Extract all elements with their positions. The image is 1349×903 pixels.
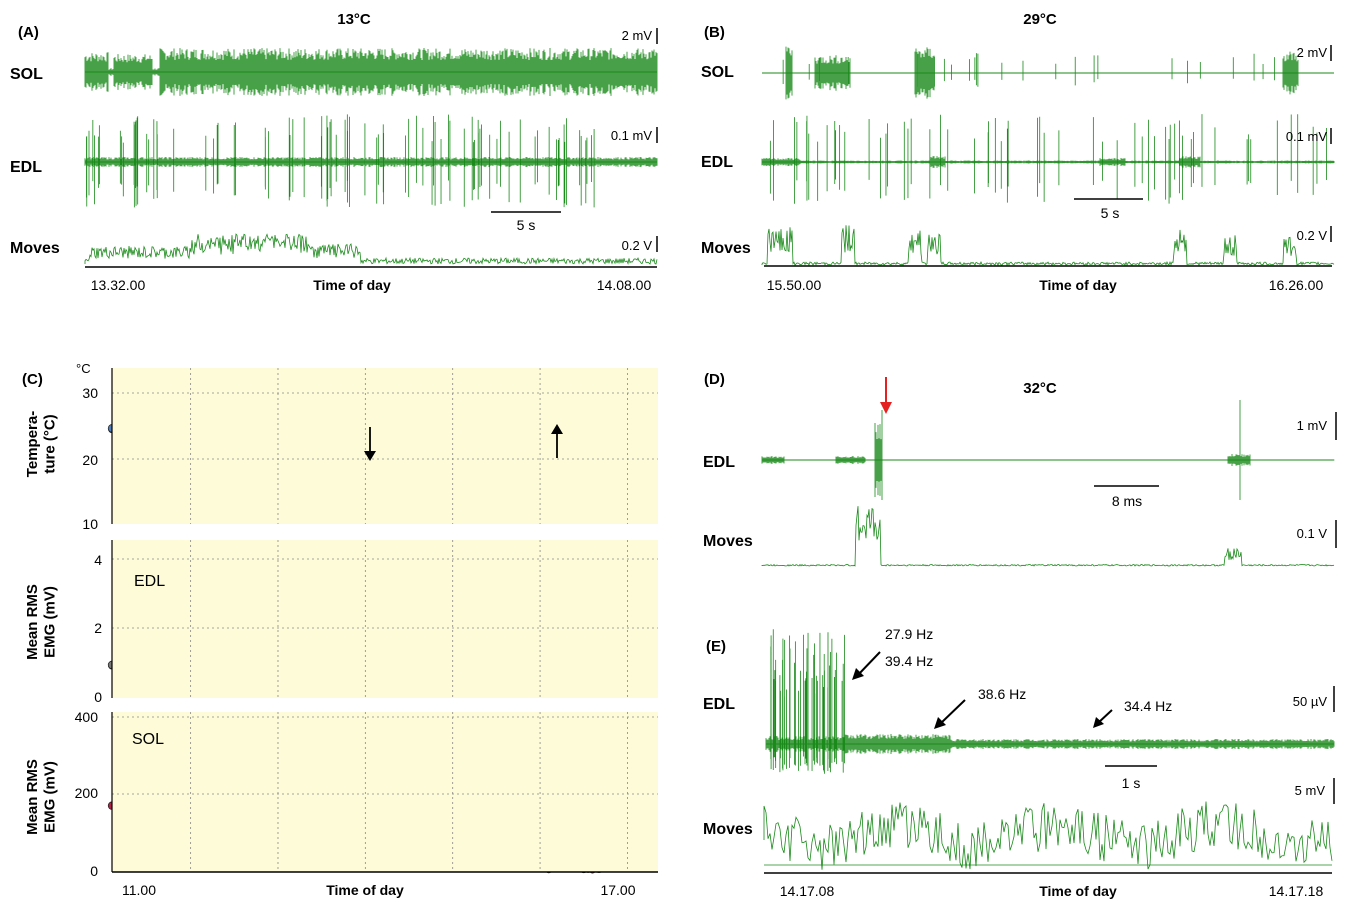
- panel-c-xlabel: Time of day: [326, 882, 404, 898]
- panel-e-freq-3: 38.6 Hz: [978, 686, 1026, 702]
- panel-c-bot-ylabel: Mean RMSEMG (mV): [24, 759, 58, 835]
- panel-c-mid-ytick-4: 4: [94, 552, 102, 568]
- panel-b-row-moves: Moves: [701, 240, 751, 257]
- panel-c-xend: 17.00: [600, 882, 635, 898]
- panel-c-top-ylabel: Tempera-ture (°C): [24, 411, 58, 477]
- panel-b-xlabel: Time of day: [1039, 277, 1117, 293]
- panel-a-scale-edl: 0.1 mV: [611, 128, 653, 143]
- panel-c-top-ytick-10: 10: [82, 516, 98, 532]
- panel-a-row-sol: SOL: [10, 66, 43, 83]
- panel-c-mid-series-label: EDL: [134, 573, 165, 590]
- panel-e-arrowhead-2: [934, 717, 946, 729]
- panel-e-freq-2: 39.4 Hz: [885, 653, 933, 669]
- panel-a-row-moves: Moves: [10, 240, 60, 257]
- panel-c-mid-ytick-2: 2: [94, 620, 102, 636]
- panel-b-trace-edl: [761, 114, 1335, 204]
- panel-a-xlabel: Time of day: [313, 277, 391, 293]
- panel-e-xlabel: Time of day: [1039, 883, 1117, 899]
- panel-c-down-arrowhead: [364, 451, 376, 461]
- panel-c-top-ytick-30: 30: [82, 385, 98, 401]
- panel-c-bot-bg: [112, 712, 658, 872]
- panel-d-row-moves: Moves: [703, 533, 753, 550]
- panel-e-arrowhead-1: [852, 668, 864, 680]
- panel-b-xend: 16.26.00: [1269, 277, 1324, 293]
- panel-d-scale-edl: 1 mV: [1297, 418, 1328, 433]
- panel-c-bot-ytick-0: 0: [90, 863, 98, 879]
- panel-d-trace-edl: [761, 400, 1335, 500]
- panel-d-timebar-label: 8 ms: [1112, 493, 1142, 509]
- panel-a-timebar-label: 5 s: [517, 217, 536, 233]
- panel-e-timebar-label: 1 s: [1122, 775, 1141, 791]
- panel-b-trace-moves: [761, 225, 1335, 266]
- panel-e-xstart: 14.17.08: [780, 883, 835, 899]
- panel-d-red-arrowhead: [880, 402, 892, 414]
- panel-e-xend: 14.17.18: [1269, 883, 1324, 899]
- panel-c-bot-ytick-200: 200: [75, 785, 99, 801]
- panel-b-scale-sol: 2 mV: [1297, 45, 1328, 60]
- panel-e-label: (E): [706, 638, 726, 655]
- panel-c-mid-bg: [112, 540, 658, 698]
- panel-a-label: (A): [18, 24, 39, 41]
- panel-d-label: (D): [704, 371, 725, 388]
- panel-a-xstart: 13.32.00: [91, 277, 146, 293]
- panel-e-scale-moves: 5 mV: [1295, 783, 1326, 798]
- panel-e-arrow-1: [856, 651, 881, 677]
- panel-a-row-edl: EDL: [10, 159, 42, 176]
- panel-c-top-ytick-20: 20: [82, 452, 98, 468]
- panel-c-grid: [112, 368, 658, 872]
- ylabel-line: ture (°C): [41, 414, 58, 473]
- panel-e-scale-edl: 50 µV: [1293, 694, 1328, 709]
- panel-a-xend: 14.08.00: [597, 277, 652, 293]
- panel-e-trace-edl: [765, 629, 1335, 774]
- panel-b-temp: 29°C: [1023, 11, 1057, 28]
- panel-c-top-unit: °C: [76, 361, 91, 376]
- panel-c-label: (C): [22, 371, 43, 388]
- panel-b-timebar-label: 5 s: [1101, 205, 1120, 221]
- panel-a-trace-edl: [84, 114, 658, 208]
- panel-c-up-arrowhead: [551, 424, 563, 434]
- panel-e-row-moves: Moves: [703, 821, 753, 838]
- panel-e-arrowhead-3: [1093, 717, 1104, 728]
- panel-d-trace-moves: [761, 506, 1335, 567]
- panel-b-scale-moves: 0.2 V: [1297, 228, 1328, 243]
- panel-c-mid-ytick-0: 0: [94, 689, 102, 705]
- panel-c-top-bg: [112, 368, 658, 524]
- panel-e-freq-4: 34.4 Hz: [1124, 698, 1172, 714]
- panel-b-row-sol: SOL: [701, 64, 734, 81]
- ylabel-line: Mean RMS: [24, 759, 41, 835]
- ylabel-line: Mean RMS: [24, 584, 41, 660]
- panel-b-xstart: 15.50.00: [767, 277, 822, 293]
- ylabel-line: EMG (mV): [41, 761, 58, 833]
- panel-c-bot-ytick-400: 400: [75, 709, 99, 725]
- panel-b-scale-edl: 0.1 mV: [1286, 129, 1328, 144]
- panel-e-arrow-2: [939, 699, 966, 725]
- panel-a-trace-moves: [84, 233, 658, 266]
- ylabel-line: Tempera-: [24, 411, 41, 477]
- panel-b-row-edl: EDL: [701, 154, 733, 171]
- ylabel-line: EMG (mV): [41, 586, 58, 658]
- trace-layer: [84, 46, 1335, 870]
- panel-d-temp: 32°C: [1023, 380, 1057, 397]
- panel-d-scale-moves: 0.1 V: [1297, 526, 1328, 541]
- panel-e-freq-1: 27.9 Hz: [885, 626, 933, 642]
- panel-c-xstart: 11.00: [122, 882, 156, 898]
- panel-a-scale-sol: 2 mV: [622, 28, 653, 43]
- panel-c-bot-series-label: SOL: [132, 731, 164, 748]
- panel-a-scale-moves: 0.2 V: [622, 238, 653, 253]
- panel-c-mid-ylabel: Mean RMSEMG (mV): [24, 584, 58, 660]
- panel-e-row-edl: EDL: [703, 696, 735, 713]
- panel-d-row-edl: EDL: [703, 454, 735, 471]
- panel-e-trace-moves: [763, 801, 1333, 870]
- panel-b-label: (B): [704, 24, 725, 41]
- panel-a-temp: 13°C: [337, 11, 371, 28]
